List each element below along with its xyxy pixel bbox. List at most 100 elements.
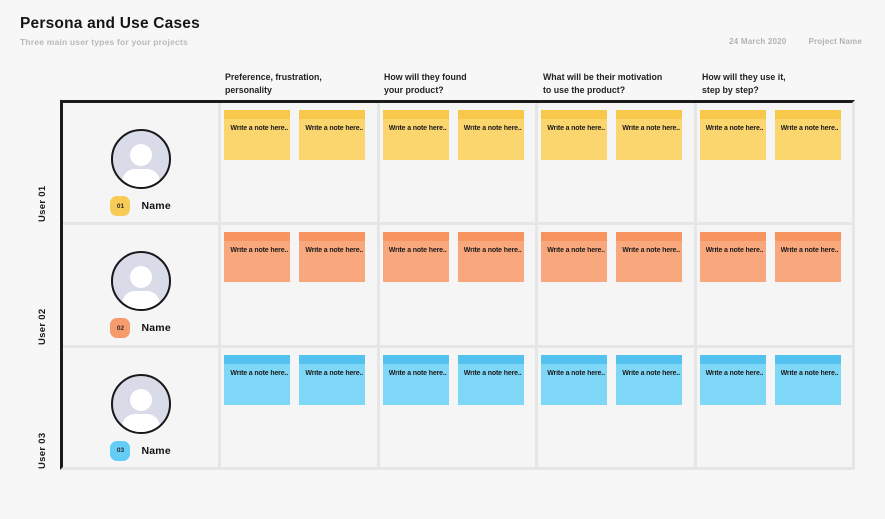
- sticky-note[interactable]: Write a note here..: [457, 110, 524, 160]
- board-date: 24 March 2020: [729, 37, 787, 46]
- board-meta: 24 March 2020 Project Name: [729, 37, 862, 46]
- sticky-note-text: Write a note here..: [622, 125, 680, 132]
- notes-cell-user03-preference: Write a note here.. Write a note here..: [221, 347, 377, 467]
- sticky-note[interactable]: Write a note here..: [299, 354, 366, 405]
- user-number-badge[interactable]: 02: [110, 318, 131, 339]
- sticky-note[interactable]: Write a note here..: [224, 110, 291, 160]
- sticky-note-text: Write a note here..: [622, 247, 680, 255]
- column-header-step-by-step: How will they use it, step by step?: [702, 71, 872, 97]
- notes-cell-user01-found: Write a note here.. Write a note here..: [379, 103, 536, 223]
- sticky-note-text: Write a note here..: [388, 125, 447, 132]
- sticky-note-text: Write a note here..: [780, 247, 839, 255]
- column-header-line: What will be their motivation: [543, 72, 663, 82]
- notes-cell-user01-preference: Write a note here.. Write a note here..: [221, 103, 377, 223]
- notes-cell-user02-preference: Write a note here.. Write a note here..: [221, 225, 377, 345]
- sticky-note[interactable]: Write a note here..: [616, 232, 683, 283]
- sticky-note[interactable]: Write a note here..: [774, 232, 841, 283]
- sticky-note[interactable]: Write a note here..: [224, 232, 291, 283]
- sticky-note[interactable]: Write a note here..: [699, 354, 766, 405]
- column-header-line: Preference, frustration,: [225, 72, 322, 82]
- avatar[interactable]: [110, 251, 171, 312]
- sticky-note[interactable]: Write a note here..: [382, 110, 449, 160]
- sticky-note[interactable]: Write a note here..: [224, 354, 291, 405]
- column-header-line: step by step?: [702, 85, 759, 95]
- sticky-note-text: Write a note here..: [305, 369, 364, 377]
- sticky-note[interactable]: Write a note here..: [774, 110, 841, 160]
- sticky-note[interactable]: Write a note here..: [299, 110, 366, 160]
- sticky-note[interactable]: Write a note here..: [541, 110, 608, 160]
- persona-name[interactable]: Name: [141, 444, 171, 457]
- persona-grid: 01 Name Write a note here.. Write a note…: [60, 100, 855, 470]
- column-header-line: personality: [225, 85, 272, 95]
- persona-name[interactable]: Name: [141, 322, 171, 335]
- avatar-torso-icon: [121, 291, 160, 310]
- sticky-note-text: Write a note here..: [463, 369, 522, 377]
- persona-id-row: 02 Name: [110, 318, 171, 339]
- sticky-note-text: Write a note here..: [305, 125, 364, 132]
- row-label-user-02: User 02: [37, 308, 48, 345]
- sticky-note-text: Write a note here..: [547, 125, 605, 132]
- sticky-note-text: Write a note here..: [230, 125, 289, 132]
- row-label-user-03: User 03: [37, 432, 48, 469]
- sticky-note[interactable]: Write a note here..: [616, 110, 683, 160]
- column-header-line: How will they use it,: [702, 72, 786, 82]
- sticky-note[interactable]: Write a note here..: [541, 354, 608, 405]
- column-header-motivation: What will be their motivation to use the…: [543, 71, 713, 97]
- sticky-note[interactable]: Write a note here..: [774, 354, 841, 405]
- avatar-head-icon: [129, 388, 152, 411]
- column-header-line: How will they found: [384, 72, 467, 82]
- project-name[interactable]: Project Name: [808, 37, 862, 46]
- persona-cell-user-02: 02 Name: [63, 225, 219, 345]
- avatar-torso-icon: [121, 413, 160, 432]
- sticky-note-text: Write a note here..: [705, 247, 764, 255]
- notes-cell-user02-steps: Write a note here.. Write a note here..: [696, 225, 852, 345]
- sticky-note-text: Write a note here..: [780, 369, 839, 377]
- sticky-note-text: Write a note here..: [463, 247, 522, 255]
- column-header-found-product: How will they found your product?: [384, 71, 554, 97]
- notes-cell-user02-found: Write a note here.. Write a note here..: [379, 225, 536, 345]
- sticky-note[interactable]: Write a note here..: [699, 232, 766, 283]
- sticky-note-text: Write a note here..: [547, 247, 605, 255]
- notes-cell-user03-steps: Write a note here.. Write a note here..: [696, 347, 852, 467]
- column-header-preference: Preference, frustration, personality: [225, 71, 395, 97]
- avatar[interactable]: [110, 373, 171, 434]
- notes-cell-user02-motivation: Write a note here.. Write a note here..: [538, 225, 694, 345]
- sticky-note-text: Write a note here..: [547, 369, 605, 377]
- persona-id-row: 01 Name: [110, 196, 171, 216]
- notes-cell-user03-found: Write a note here.. Write a note here..: [379, 347, 536, 467]
- column-header-line: to use the product?: [543, 85, 626, 95]
- sticky-note[interactable]: Write a note here..: [616, 354, 683, 405]
- page-subtitle: Three main user types for your projects: [20, 37, 188, 47]
- sticky-note-text: Write a note here..: [705, 125, 764, 132]
- persona-cell-user-01: 01 Name: [63, 103, 219, 223]
- sticky-note-text: Write a note here..: [230, 247, 289, 255]
- persona-id-row: 03 Name: [110, 440, 171, 461]
- sticky-note-text: Write a note here..: [230, 369, 289, 377]
- sticky-note-text: Write a note here..: [622, 369, 680, 377]
- avatar[interactable]: [110, 129, 171, 189]
- sticky-note-text: Write a note here..: [388, 247, 447, 255]
- avatar-head-icon: [129, 144, 152, 166]
- sticky-note[interactable]: Write a note here..: [382, 232, 449, 283]
- persona-cell-user-03: 03 Name: [63, 347, 219, 467]
- sticky-note-text: Write a note here..: [705, 369, 764, 377]
- notes-cell-user03-motivation: Write a note here.. Write a note here..: [538, 347, 694, 467]
- notes-cell-user01-steps: Write a note here.. Write a note here..: [696, 103, 852, 223]
- sticky-note[interactable]: Write a note here..: [457, 354, 524, 405]
- sticky-note[interactable]: Write a note here..: [541, 232, 608, 283]
- column-header-line: your product?: [384, 85, 444, 95]
- user-number-badge[interactable]: 03: [110, 440, 131, 461]
- sticky-note[interactable]: Write a note here..: [382, 354, 449, 405]
- sticky-note-text: Write a note here..: [780, 125, 839, 132]
- sticky-note-text: Write a note here..: [388, 369, 447, 377]
- page-title: Persona and Use Cases: [20, 15, 200, 32]
- sticky-note[interactable]: Write a note here..: [699, 110, 766, 160]
- persona-name[interactable]: Name: [141, 200, 171, 212]
- sticky-note-text: Write a note here..: [463, 125, 522, 132]
- user-number-badge[interactable]: 01: [110, 196, 131, 216]
- sticky-note[interactable]: Write a note here..: [299, 232, 366, 283]
- row-label-user-01: User 01: [37, 185, 48, 222]
- avatar-head-icon: [129, 266, 152, 289]
- sticky-note[interactable]: Write a note here..: [457, 232, 524, 283]
- avatar-torso-icon: [121, 169, 160, 187]
